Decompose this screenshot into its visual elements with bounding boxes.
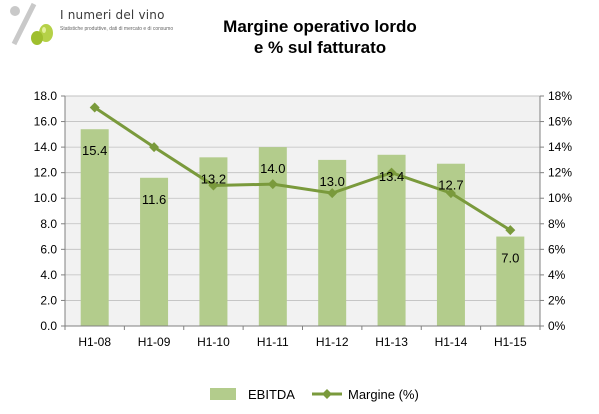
brand-logo: I numeri del vino Statistiche produttive…: [0, 0, 220, 48]
y-left-tick-label: 16.0: [34, 115, 58, 129]
chart-title: Margine operativo lordo e % sul fatturat…: [180, 16, 460, 58]
x-tick-label: H1-09: [138, 335, 171, 349]
x-tick-label: H1-10: [197, 335, 230, 349]
y-left-tick-label: 10.0: [34, 191, 58, 205]
x-tick-label: H1-13: [375, 335, 408, 349]
y-left-tick-label: 8.0: [40, 217, 57, 231]
y-right-tick-label: 18%: [548, 89, 572, 103]
y-right-tick-label: 8%: [548, 217, 566, 231]
data-label-ebitda: 7.0: [501, 251, 519, 266]
y-left-tick-label: 18.0: [34, 89, 58, 103]
marker-margine: [89, 102, 100, 113]
y-left-tick-label: 0.0: [40, 319, 57, 333]
y-left-tick-label: 6.0: [40, 242, 57, 256]
legend-label-ebitda: EBITDA: [248, 387, 295, 402]
y-right-tick-label: 10%: [548, 191, 572, 205]
marker-margine: [267, 179, 278, 190]
x-tick-label: H1-08: [78, 335, 111, 349]
y-left-tick-label: 12.0: [34, 166, 58, 180]
brand-name: I numeri del vino: [60, 8, 165, 22]
y-right-tick-label: 6%: [548, 242, 566, 256]
chart-title-line-2: e % sul fatturato: [253, 38, 387, 57]
line-margine: [93, 106, 512, 232]
legend-marker-margine: [322, 389, 332, 399]
marker-margine: [505, 225, 516, 236]
y-right-tick-label: 2%: [548, 293, 566, 307]
data-label-ebitda: 13.4: [379, 169, 404, 184]
brand-tagline: Statistiche produttive, dati di mercato …: [60, 26, 174, 32]
marker-margine: [445, 188, 456, 199]
y-right-tick-label: 12%: [548, 166, 572, 180]
data-label-ebitda: 12.7: [438, 178, 463, 193]
bar-ebitda: [496, 236, 525, 326]
marker-margine: [327, 188, 338, 199]
y-left-tick-label: 14.0: [34, 140, 58, 154]
bar-ebitda: [318, 159, 347, 326]
y-left-tick-label: 2.0: [40, 293, 57, 307]
bar-ebitda: [140, 177, 169, 326]
legend-label-margine: Margine (%): [348, 387, 419, 402]
y-right-tick-label: 16%: [548, 115, 572, 129]
y-right-tick-label: 14%: [548, 140, 572, 154]
y-left-tick-label: 4.0: [40, 268, 57, 282]
marker-margine: [386, 167, 397, 178]
chart-title-line-1: Margine operativo lordo: [223, 17, 417, 36]
wine-percent-icon: [4, 2, 56, 46]
data-label-ebitda: 13.2: [201, 171, 226, 186]
data-label-ebitda: 15.4: [82, 143, 107, 158]
bar-ebitda: [377, 154, 406, 326]
bar-ebitda: [258, 147, 287, 326]
y-right-tick-label: 4%: [548, 268, 566, 282]
x-tick-label: H1-14: [435, 335, 468, 349]
data-label-ebitda: 13.0: [320, 174, 345, 189]
y-right-tick-label: 0%: [548, 319, 566, 333]
data-label-ebitda: 11.6: [142, 192, 166, 207]
data-label-ebitda: 14.0: [260, 161, 285, 176]
marker-margine: [208, 180, 219, 191]
x-tick-label: H1-11: [257, 335, 289, 349]
plot-area: [64, 95, 541, 327]
marker-margine: [149, 142, 160, 153]
legend-swatch-ebitda: [210, 388, 236, 400]
x-tick-label: H1-12: [316, 335, 349, 349]
bar-ebitda: [80, 129, 109, 326]
x-tick-label: H1-15: [494, 335, 527, 349]
